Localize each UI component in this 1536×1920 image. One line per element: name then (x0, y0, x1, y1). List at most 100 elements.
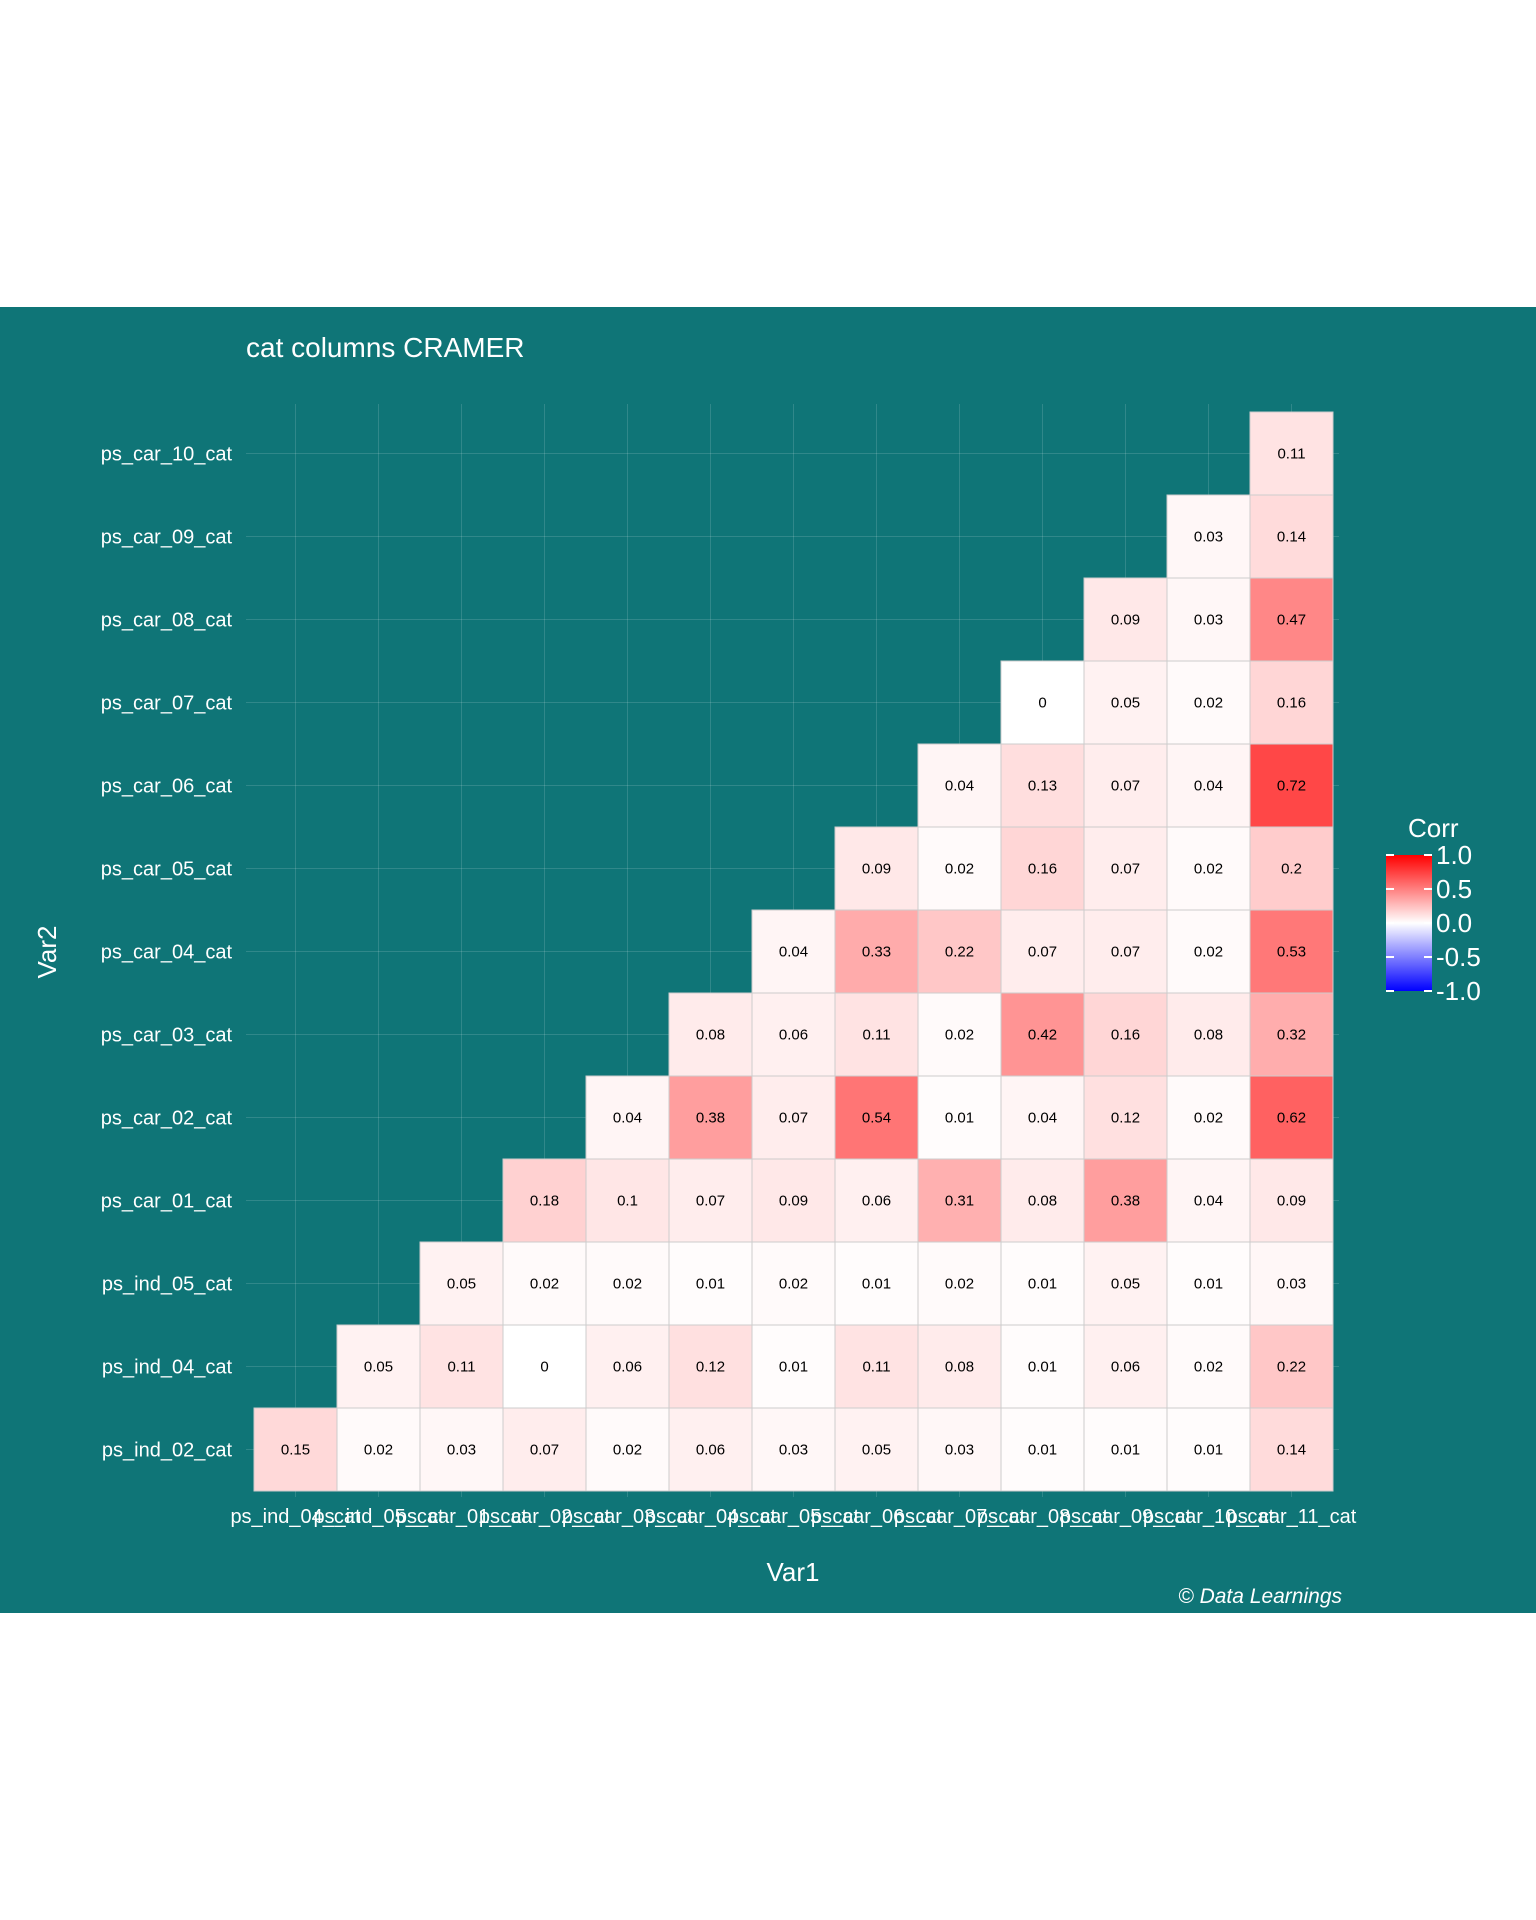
cell-value-label: 0.02 (1194, 1110, 1223, 1127)
cell-value-label: 0 (1038, 695, 1046, 712)
cell-value-label: 0.06 (613, 1359, 642, 1376)
cell-value-label: 0.02 (779, 1276, 808, 1293)
cell-value-label: 0.05 (364, 1359, 393, 1376)
heatmap-cell (917, 1158, 1002, 1243)
heatmap-cell (1166, 1407, 1251, 1492)
cell-value-label: 0.08 (696, 1027, 725, 1044)
cell-value-label: 0.04 (1194, 1193, 1223, 1210)
legend-tick-label: -0.5 (1436, 942, 1481, 972)
y-tick-label: ps_car_05_cat (101, 859, 233, 881)
heatmap-cell (751, 992, 836, 1077)
cell-value-label: 0.16 (1028, 861, 1057, 878)
heatmap-cell (585, 1075, 670, 1160)
heatmap-cells: 0.15 0.02 0.03 0.07 0.02 0.06 0.03 0.05 0.03 0.01… (253, 411, 1334, 1492)
legend-title: Corr (1408, 813, 1459, 843)
cell-value-label: 0.03 (945, 1442, 974, 1459)
cell-value-label: 0.03 (1194, 529, 1223, 546)
heatmap-cell (668, 1407, 753, 1492)
heatmap-cell (1083, 1407, 1168, 1492)
cell-value-label: 0.14 (1277, 529, 1306, 546)
heatmap-cell (502, 1407, 587, 1492)
cell-value-label: 0.02 (530, 1276, 559, 1293)
x-tick-label: ps_car_02_cat (479, 1506, 611, 1528)
heatmap-cell (1000, 1324, 1085, 1409)
heatmap-cell (1249, 826, 1334, 911)
cell-value-label: 0.07 (1028, 944, 1057, 961)
caption: © Data Learnings (1178, 1585, 1342, 1608)
heatmap-cell (751, 909, 836, 994)
heatmap-cell (419, 1407, 504, 1492)
heatmap-cell (834, 992, 919, 1077)
cell-value-label: 0.09 (862, 861, 891, 878)
cell-value-label: 0.14 (1277, 1442, 1306, 1459)
heatmap-cell (1166, 1075, 1251, 1160)
heatmap-cell (751, 1407, 836, 1492)
heatmap-cell (1249, 992, 1334, 1077)
cell-value-label: 0.05 (447, 1276, 476, 1293)
cell-value-label: 0.05 (1111, 695, 1140, 712)
y-tick-label: ps_car_09_cat (101, 527, 233, 549)
cell-value-label: 0.03 (1277, 1276, 1306, 1293)
cell-value-label: 0.09 (779, 1193, 808, 1210)
heatmap-cell (336, 1407, 421, 1492)
cell-value-label: 0.06 (1111, 1359, 1140, 1376)
y-tick-label: ps_car_07_cat (101, 693, 233, 715)
heatmap-cell (751, 1075, 836, 1160)
cell-value-label: 0.54 (862, 1110, 891, 1127)
heatmap-cell (1083, 743, 1168, 828)
cell-value-label: 0.12 (1111, 1110, 1140, 1127)
heatmap-cell (1083, 577, 1168, 662)
cell-value-label: 0.01 (862, 1276, 891, 1293)
y-tick-label: ps_car_10_cat (101, 444, 233, 466)
heatmap-cell (1000, 1158, 1085, 1243)
cell-value-label: 0.05 (1111, 1276, 1140, 1293)
heatmap-cell (1166, 660, 1251, 745)
cell-value-label: 0.06 (862, 1193, 891, 1210)
heatmap-cell (834, 1241, 919, 1326)
legend: Corr 1.0 0.5 0.0 -0.5 -1.0 (1386, 813, 1481, 1006)
cell-value-label: 0.1 (617, 1193, 638, 1210)
cell-value-label: 0.08 (1028, 1193, 1057, 1210)
heatmap-cell (502, 1241, 587, 1326)
heatmap-cell (834, 826, 919, 911)
heatmap-cell (1166, 1324, 1251, 1409)
cell-value-label: 0.01 (1111, 1442, 1140, 1459)
cell-value-label: 0.02 (1194, 861, 1223, 878)
y-tick-label: ps_car_08_cat (101, 610, 233, 632)
cell-value-label: 0.07 (696, 1193, 725, 1210)
heatmap-cell (751, 1241, 836, 1326)
cell-value-label: 0.11 (1277, 446, 1305, 463)
cell-value-label: 0 (540, 1359, 548, 1376)
heatmap-cell (1166, 577, 1251, 662)
chart-title: cat columns CRAMER (246, 332, 525, 363)
cell-value-label: 0.22 (945, 944, 974, 961)
cell-value-label: 0.2 (1281, 861, 1302, 878)
heatmap-cell (1166, 909, 1251, 994)
heatmap-cell (1249, 1158, 1334, 1243)
cell-value-label: 0.16 (1111, 1027, 1140, 1044)
x-axis-title: Var1 (767, 1557, 820, 1587)
heatmap-cell (1083, 1075, 1168, 1160)
cell-value-label: 0.02 (1194, 1359, 1223, 1376)
heatmap-cell (1000, 1075, 1085, 1160)
cell-value-label: 0.42 (1028, 1027, 1057, 1044)
x-tick-label: ps_car_10_cat (1143, 1506, 1275, 1528)
heatmap-cell (1166, 992, 1251, 1077)
legend-tick-label: -1.0 (1436, 976, 1481, 1006)
cell-value-label: 0.04 (1028, 1110, 1057, 1127)
heatmap-cell (585, 1407, 670, 1492)
y-tick-label: ps_car_06_cat (101, 776, 233, 798)
cell-value-label: 0.08 (945, 1359, 974, 1376)
cell-value-label: 0.01 (1028, 1359, 1057, 1376)
legend-tick-label: 0.0 (1436, 908, 1472, 938)
cell-value-label: 0.15 (281, 1442, 310, 1459)
cell-value-label: 0.13 (1028, 778, 1057, 795)
heatmap-cell (917, 1075, 1002, 1160)
cell-value-label: 0.01 (945, 1110, 974, 1127)
y-tick-label: ps_ind_02_cat (102, 1440, 233, 1462)
x-tick-label: ps_car_05_cat (728, 1506, 860, 1528)
heatmap-cell (751, 1324, 836, 1409)
cell-value-label: 0.33 (862, 944, 891, 961)
x-tick-label: ps_car_08_cat (977, 1506, 1109, 1528)
cell-value-label: 0.04 (779, 944, 808, 961)
